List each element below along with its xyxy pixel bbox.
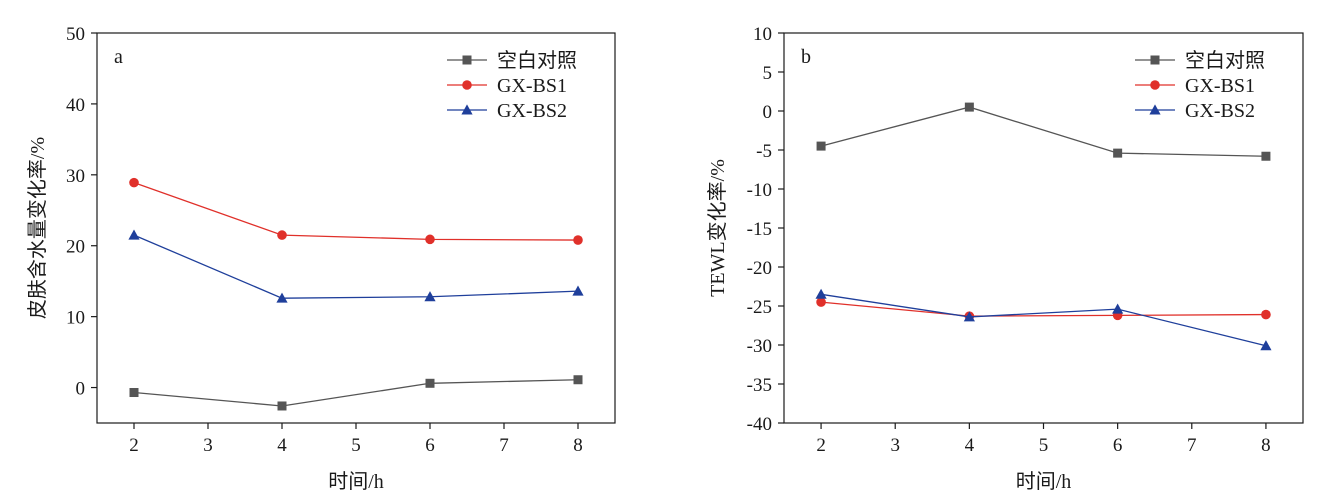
x-tick-label: 7: [1187, 435, 1197, 456]
legend-label: 空白对照: [497, 49, 577, 72]
x-tick-label: 3: [890, 435, 900, 456]
y-axis: 10 5 0 -5 -10 -15 -20 -25 -30 -35 -40: [747, 24, 784, 435]
legend-marker-bs2: [1149, 104, 1161, 115]
data-point-bs1: [277, 230, 287, 240]
series-line-series-0: [133, 379, 579, 407]
series-line-bs2: [133, 234, 579, 299]
x-axis-title: 时间/h: [1016, 470, 1072, 493]
y-tick-label: 10: [66, 308, 85, 329]
x-tick-label: 2: [816, 435, 826, 456]
y-tick-label: -10: [747, 180, 772, 201]
y-tick-label: 0: [763, 102, 773, 123]
data-point-bs2: [1260, 340, 1272, 351]
data-point-bs1: [129, 177, 139, 188]
legend-marker-series-0: [1150, 55, 1160, 65]
legend-label: GX-BS2: [497, 100, 567, 122]
x-tick-label: 5: [1039, 435, 1049, 456]
x-tick-label: 2: [129, 435, 139, 456]
data-point-bs2: [815, 288, 827, 299]
y-tick-label: -25: [747, 297, 772, 318]
x-tick-label: 4: [965, 435, 975, 456]
data-point-series-0: [1113, 148, 1123, 158]
panel-label: b: [801, 46, 811, 68]
data-point-bs2: [963, 311, 975, 322]
x-tick-label: 4: [277, 435, 287, 456]
x-tick-label: 7: [499, 435, 509, 456]
y-tick-label: -30: [747, 336, 772, 357]
data-point-bs2: [572, 285, 584, 296]
series-layer: [128, 177, 584, 411]
series-line-bs1: [821, 301, 1266, 317]
y-tick-label: 30: [66, 166, 85, 187]
data-point-series-0: [816, 141, 826, 151]
y-tick-label: -15: [747, 219, 772, 240]
y-axis: 0 10 20 30 40 50: [66, 24, 97, 400]
series-layer: [815, 102, 1272, 351]
data-point-bs1: [573, 235, 583, 245]
data-point-series-0: [964, 102, 974, 112]
x-tick-label: 8: [1261, 435, 1271, 456]
y-tick-label: 40: [66, 95, 85, 116]
x-tick-label: 6: [425, 435, 435, 456]
legend-label: GX-BS1: [1185, 75, 1255, 97]
y-tick-label: 5: [763, 63, 773, 84]
series-line-bs2: [820, 293, 1267, 347]
y-axis-title: TEWL变化率/%: [706, 159, 729, 297]
y-tick-label: -20: [747, 258, 772, 279]
x-tick-label: 3: [203, 435, 213, 456]
y-tick-label: -40: [747, 414, 772, 435]
data-point-bs1: [1261, 309, 1271, 320]
data-point-bs2: [276, 292, 288, 303]
y-tick-label: 50: [66, 24, 85, 45]
data-point-series-0: [425, 378, 435, 388]
data-point-bs2: [424, 291, 436, 302]
x-tick-label: 5: [351, 435, 361, 456]
legend-marker-bs1: [1150, 80, 1160, 90]
panel-label: a: [114, 46, 123, 68]
legend-marker-bs1: [462, 80, 472, 90]
data-point-series-0: [277, 401, 287, 411]
data-point-series-0: [573, 375, 583, 385]
y-tick-label: 20: [66, 237, 85, 258]
data-point-series-0: [1261, 151, 1271, 161]
legend-marker-series-0: [462, 55, 472, 65]
x-axis: 2 3 4 5 6 7 8: [129, 423, 583, 456]
data-point-bs1: [425, 234, 435, 245]
data-point-bs2: [1112, 303, 1124, 314]
legend: 空白对照 GX-BS1 GX-BS2: [447, 49, 577, 122]
legend-label: GX-BS2: [1185, 100, 1255, 122]
series-line-series-0: [820, 106, 1266, 157]
legend: 空白对照 GX-BS1 GX-BS2: [1135, 49, 1265, 122]
panel-b: 2 3 4 5 6 7 8 10 5 0 -5 -10 -15 -20 -25 -30 -35 -40 b 时间…: [706, 24, 1304, 493]
series-line-bs1: [133, 182, 579, 241]
legend-marker-bs2: [461, 104, 473, 115]
y-tick-label: -5: [756, 141, 772, 162]
x-axis-title: 时间/h: [328, 470, 384, 493]
y-tick-label: 0: [76, 379, 86, 400]
y-axis-title: 皮肤含水量变化率/%: [26, 137, 49, 319]
data-point-series-0: [129, 388, 139, 398]
data-point-bs1: [816, 297, 826, 307]
data-point-bs2: [128, 229, 140, 240]
panel-a: 2 3 4 5 6 7 8 0 10 20 30 40 50 a 时间/h 皮肤含水量变化率/% 空白…: [26, 24, 616, 493]
y-tick-label: 10: [753, 24, 772, 45]
x-tick-label: 8: [573, 435, 583, 456]
legend-label: 空白对照: [1185, 49, 1265, 72]
y-tick-label: -35: [747, 375, 772, 396]
x-axis: 2 3 4 5 6 7 8: [816, 423, 1271, 456]
x-tick-label: 6: [1113, 435, 1123, 456]
legend-label: GX-BS1: [497, 75, 567, 97]
